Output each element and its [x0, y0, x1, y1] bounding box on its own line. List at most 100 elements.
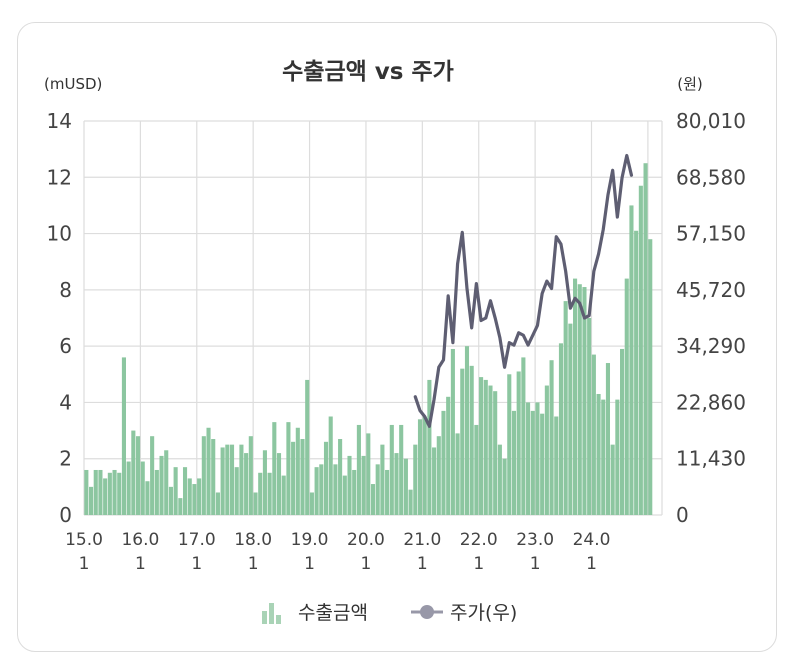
bar-chart-icon — [262, 603, 281, 624]
bar — [182, 467, 188, 515]
y-right-tick-label: 68,580 — [676, 165, 746, 189]
bar — [145, 481, 150, 515]
bar — [366, 433, 371, 515]
x-tick-label-year: 23.0 — [516, 530, 554, 550]
bar — [121, 357, 126, 515]
bar — [164, 450, 169, 515]
bar — [154, 469, 159, 515]
x-tick-label-year: 24.0 — [573, 530, 611, 550]
bar — [516, 371, 521, 515]
bar — [281, 475, 286, 515]
legend[interactable]: 수출금액 주가(우) — [262, 602, 517, 624]
bar — [220, 447, 225, 515]
bar — [276, 453, 282, 515]
y-left-tick-label: 4 — [59, 390, 72, 414]
bar — [502, 458, 507, 515]
y-left-tick-label: 12 — [47, 165, 72, 189]
bar — [493, 391, 498, 515]
bar — [507, 374, 512, 515]
y-left-tick-label: 2 — [59, 447, 72, 471]
bar — [342, 475, 347, 515]
y-left-tick-label: 14 — [47, 109, 72, 133]
bar — [464, 346, 470, 515]
y-left-ticks: 14 12 10 8 6 4 2 0 — [47, 109, 72, 527]
bar — [319, 464, 324, 515]
bar — [526, 402, 531, 515]
bar — [582, 287, 587, 515]
bar — [361, 455, 366, 515]
bar — [634, 230, 639, 515]
bar — [178, 498, 183, 515]
bar — [441, 410, 446, 515]
bar — [577, 284, 582, 515]
bar — [248, 436, 253, 515]
bar — [112, 469, 117, 515]
bar — [450, 348, 455, 515]
bar — [624, 278, 629, 515]
bar — [385, 469, 390, 515]
bar — [347, 455, 352, 515]
bar — [403, 458, 408, 515]
bar — [587, 318, 592, 515]
bar — [610, 444, 615, 515]
bar — [601, 399, 606, 515]
y-right-tick-label: 0 — [676, 503, 689, 527]
bar — [455, 433, 460, 515]
bar — [314, 467, 319, 515]
x-tick-label-year: 18.0 — [234, 530, 272, 550]
price-line — [413, 153, 634, 428]
x-tick-label-year: 15.0 — [65, 530, 103, 550]
y-left-tick-label: 0 — [59, 503, 72, 527]
bar — [554, 416, 559, 515]
bar — [211, 439, 216, 515]
bar — [530, 410, 535, 515]
chart-title: 수출금액 vs 주가 — [282, 59, 454, 85]
bar — [352, 469, 357, 515]
x-tick-label-year: 16.0 — [121, 530, 159, 550]
bar — [479, 377, 484, 515]
bar — [239, 444, 244, 515]
x-ticks: 15.0 1 16.0 1 17.0 1 18.0 1 19.0 1 20.0 1 21.0 1 22.0 1… — [65, 530, 610, 574]
line-series — [413, 153, 634, 428]
bar — [408, 489, 413, 515]
legend-item-export[interactable]: 수출금액 — [262, 602, 368, 624]
bar — [394, 453, 399, 515]
legend-label-price: 주가(우) — [450, 602, 517, 624]
y-right-unit: (원) — [677, 75, 703, 93]
bar — [413, 444, 418, 515]
legend-item-price[interactable]: 주가(우) — [411, 602, 517, 624]
bar — [648, 239, 653, 515]
bar — [422, 416, 427, 515]
bar — [511, 410, 517, 515]
bar — [103, 478, 108, 515]
bar — [215, 492, 220, 515]
bar — [596, 393, 601, 515]
bar — [159, 455, 164, 515]
bar — [131, 430, 136, 515]
x-tick-label-month: 1 — [79, 554, 90, 574]
bar — [605, 363, 611, 515]
bar — [187, 478, 192, 515]
bar — [309, 492, 314, 515]
x-tick-label-year: 17.0 — [178, 530, 216, 550]
bar — [328, 416, 333, 515]
bar — [286, 422, 291, 515]
bar — [446, 396, 451, 515]
bar — [643, 163, 648, 515]
x-tick-label-year: 21.0 — [403, 530, 441, 550]
bar — [291, 441, 296, 515]
bar — [295, 427, 300, 515]
bar — [563, 301, 568, 515]
x-tick-label-month: 1 — [304, 554, 315, 574]
y-left-tick-label: 10 — [47, 222, 72, 246]
x-tick-label-month: 1 — [530, 554, 541, 574]
x-tick-label-month: 1 — [473, 554, 484, 574]
y-right-tick-label: 45,720 — [676, 278, 746, 302]
bar — [253, 492, 258, 515]
y-right-tick-label: 80,010 — [676, 109, 746, 133]
bar — [497, 444, 502, 515]
bar — [107, 472, 112, 515]
y-right-tick-label: 34,290 — [676, 334, 746, 358]
bar — [389, 424, 394, 515]
bar — [549, 360, 554, 515]
